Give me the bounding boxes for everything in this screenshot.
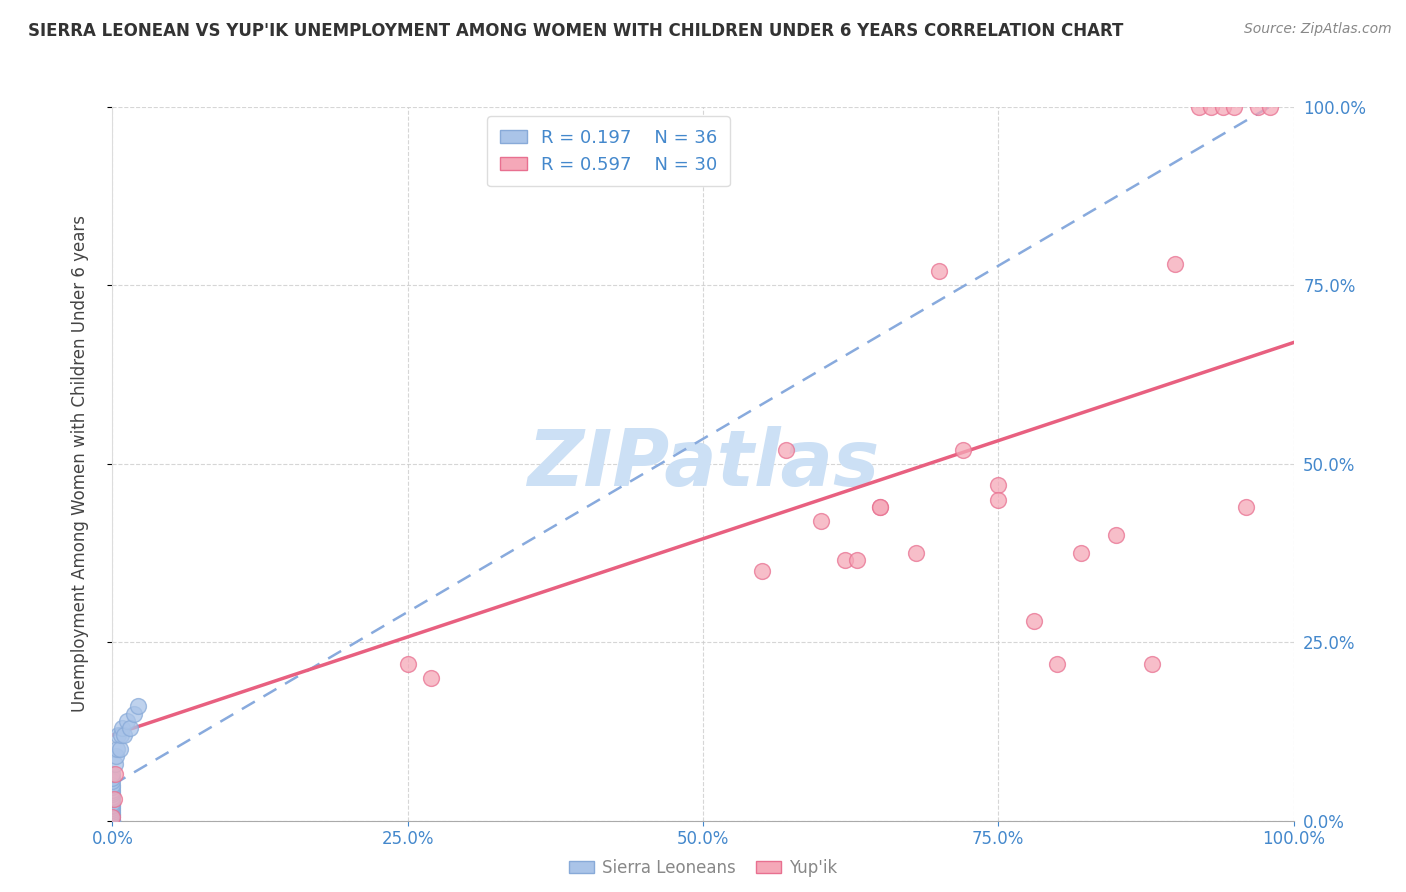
Point xyxy=(101,771,124,785)
Point xyxy=(1070,546,1092,560)
Point xyxy=(1199,100,1222,114)
Point xyxy=(101,814,124,828)
Point xyxy=(101,814,124,828)
Point xyxy=(101,785,124,799)
Point xyxy=(101,783,124,797)
Point xyxy=(1234,500,1257,514)
Point xyxy=(834,553,856,567)
Point xyxy=(952,442,974,457)
Point xyxy=(1046,657,1069,671)
Text: SIERRA LEONEAN VS YUP'IK UNEMPLOYMENT AMONG WOMEN WITH CHILDREN UNDER 6 YEARS CO: SIERRA LEONEAN VS YUP'IK UNEMPLOYMENT AM… xyxy=(28,22,1123,40)
Point xyxy=(101,796,124,810)
Point xyxy=(112,728,135,742)
Point xyxy=(1105,528,1128,542)
Point xyxy=(101,799,124,814)
Point xyxy=(104,756,127,771)
Point xyxy=(101,810,124,824)
Point xyxy=(108,742,131,756)
Point xyxy=(115,714,138,728)
Point xyxy=(110,728,132,742)
Point xyxy=(904,546,927,560)
Point xyxy=(101,790,124,805)
Legend: Sierra Leoneans, Yup'ik: Sierra Leoneans, Yup'ik xyxy=(562,853,844,884)
Point xyxy=(101,787,124,801)
Point xyxy=(1140,657,1163,671)
Point xyxy=(987,492,1010,507)
Point xyxy=(928,264,950,278)
Point xyxy=(101,806,124,821)
Text: ZIPatlas: ZIPatlas xyxy=(527,425,879,502)
Point xyxy=(101,810,124,824)
Point xyxy=(101,803,124,817)
Point xyxy=(101,792,124,806)
Point xyxy=(105,742,128,756)
Point xyxy=(1188,100,1211,114)
Point xyxy=(101,805,124,819)
Point xyxy=(101,814,124,828)
Point xyxy=(101,774,124,789)
Point xyxy=(1223,100,1246,114)
Point xyxy=(101,767,124,781)
Point xyxy=(845,553,868,567)
Point xyxy=(105,749,128,764)
Point xyxy=(120,721,142,735)
Point xyxy=(869,500,891,514)
Point xyxy=(101,780,124,794)
Point xyxy=(103,792,125,806)
Point xyxy=(1022,614,1045,628)
Point xyxy=(122,706,145,721)
Point xyxy=(751,564,773,578)
Point xyxy=(987,478,1010,492)
Point xyxy=(1212,100,1234,114)
Point xyxy=(101,814,124,828)
Point xyxy=(104,767,127,781)
Point xyxy=(111,721,134,735)
Point xyxy=(127,699,149,714)
Point xyxy=(1247,100,1270,114)
Point xyxy=(101,814,124,828)
Point xyxy=(101,778,124,792)
Point xyxy=(775,442,797,457)
Point xyxy=(101,797,124,812)
Point xyxy=(420,671,443,685)
Point xyxy=(107,728,129,742)
Point xyxy=(101,801,124,815)
Point xyxy=(1258,100,1281,114)
Y-axis label: Unemployment Among Women with Children Under 6 years: Unemployment Among Women with Children U… xyxy=(70,215,89,713)
Text: Source: ZipAtlas.com: Source: ZipAtlas.com xyxy=(1244,22,1392,37)
Point xyxy=(101,808,124,822)
Point xyxy=(869,500,891,514)
Point xyxy=(396,657,419,671)
Point xyxy=(810,514,832,528)
Point xyxy=(1164,257,1187,271)
